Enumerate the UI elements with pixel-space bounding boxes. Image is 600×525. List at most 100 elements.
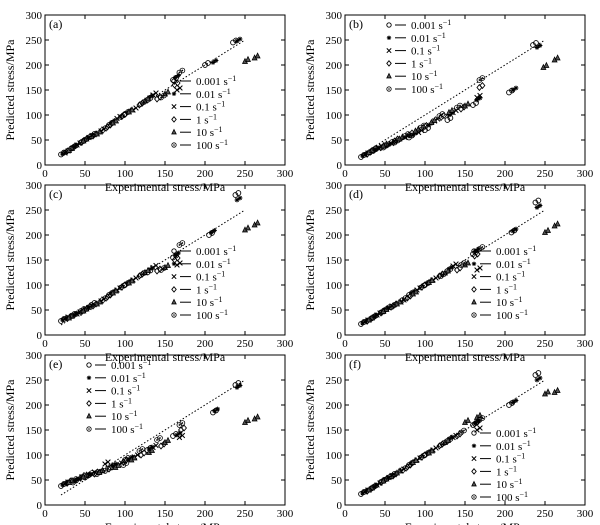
legend-rate: 0.001 xyxy=(196,76,221,88)
marker-star xyxy=(60,317,65,323)
marker-star xyxy=(213,58,219,63)
x-tick-label: 150 xyxy=(157,338,174,350)
marker-triangle xyxy=(471,480,477,487)
legend-exponent: −1 xyxy=(424,56,433,65)
panel-f: 0 50 100 150 200 250 300 0 50 100 150 200 250 300 (f) E… xyxy=(303,350,594,525)
panel-label: (c) xyxy=(49,187,62,201)
x-tick-label: 300 xyxy=(577,168,594,180)
marker-diamond xyxy=(474,418,481,426)
legend-marker xyxy=(471,312,477,318)
marker-circle xyxy=(509,87,515,94)
legend-label: 0.1 s−1 xyxy=(111,384,140,398)
legend-rate: 0.01 xyxy=(496,441,515,453)
data-point xyxy=(234,38,240,44)
series-triangle xyxy=(365,386,561,493)
legend-label: 0.1 s−1 xyxy=(196,100,225,114)
y-tick-label: 100 xyxy=(326,450,343,462)
legend-exponent: −1 xyxy=(124,396,133,405)
legend-marker xyxy=(86,362,92,368)
x-tick-label: 250 xyxy=(537,508,554,520)
legend-exponent: −1 xyxy=(443,18,452,27)
marker-hexagon-dot xyxy=(143,272,145,274)
data-point xyxy=(157,435,163,441)
marker-hexagon-outer xyxy=(139,446,146,452)
legend-exponent: −1 xyxy=(528,244,537,253)
legend-label: 100 s−1 xyxy=(196,138,228,152)
y-tick-label: 100 xyxy=(326,280,343,292)
x-tick-label: 100 xyxy=(417,508,434,520)
y-tick-label: 100 xyxy=(26,280,43,292)
data-point xyxy=(439,111,446,117)
marker-hexagon-outer xyxy=(373,312,379,319)
marker-diamond xyxy=(386,60,392,67)
data-point xyxy=(60,317,65,323)
data-point xyxy=(237,36,243,42)
legend-unit: s xyxy=(213,102,217,114)
y-tick-label: 150 xyxy=(26,85,43,97)
marker-hexagon-dot xyxy=(388,476,391,478)
marker-hexagon-dot xyxy=(460,431,462,434)
data-point xyxy=(479,244,486,250)
marker-triangle xyxy=(254,52,261,59)
marker-hexagon-dot xyxy=(478,419,481,421)
legend-label: 0.01 s−1 xyxy=(196,87,231,101)
legend-label: 1 s−1 xyxy=(196,282,217,296)
marker-hexagon-outer xyxy=(121,112,127,118)
marker-hexagon-outer xyxy=(457,102,463,109)
y-tick-label: 50 xyxy=(31,135,43,147)
marker-hexagon-dot xyxy=(85,308,88,310)
x-tick-label: 0 xyxy=(342,168,348,180)
legend-exponent: −1 xyxy=(137,371,146,380)
data-point xyxy=(474,250,481,258)
legend-exponent: −1 xyxy=(135,422,144,431)
legend-rate: 10 xyxy=(196,127,208,139)
marker-hexagon-dot xyxy=(88,136,91,138)
legend-marker xyxy=(86,426,92,432)
y-tick-label: 50 xyxy=(331,135,343,147)
legend-label: 10 s−1 xyxy=(496,477,523,491)
marker-circle xyxy=(535,370,542,376)
legend-label: 0.01 s−1 xyxy=(196,257,231,271)
legend-exponent: −1 xyxy=(143,358,152,367)
marker-hexagon-dot xyxy=(104,297,107,299)
legend-marker xyxy=(471,286,477,293)
legend-exponent: −1 xyxy=(129,409,138,418)
panel-label: (e) xyxy=(49,357,62,371)
marker-x xyxy=(474,94,480,101)
legend-exponent: −1 xyxy=(217,270,226,279)
marker-diamond xyxy=(471,468,477,475)
legend-entry: 0.001 s−1 xyxy=(171,244,236,258)
legend-rate: 10 xyxy=(196,297,208,309)
marker-star xyxy=(537,43,543,48)
marker-hexagon-dot xyxy=(473,314,475,316)
legend-entry: 0.01 s−1 xyxy=(471,257,531,271)
data-point xyxy=(474,418,481,426)
marker-diamond xyxy=(136,101,143,109)
marker-star xyxy=(210,60,216,65)
legend-unit: s xyxy=(128,386,132,398)
data-point xyxy=(450,263,456,269)
y-tick-label: 50 xyxy=(331,305,343,317)
x-tick-label: 100 xyxy=(117,168,134,180)
legend-entry: 1 s−1 xyxy=(171,112,217,126)
panel-label: (a) xyxy=(49,17,62,31)
legend-entry: 10 s−1 xyxy=(171,125,223,139)
legend-exponent: −1 xyxy=(435,82,444,91)
data-point xyxy=(474,267,480,273)
marker-hexagon-outer xyxy=(405,131,411,137)
marker-star xyxy=(174,432,180,438)
marker-star xyxy=(215,406,220,412)
legend-label: 0.01 s−1 xyxy=(111,371,146,385)
legend-unit: s xyxy=(518,441,522,453)
marker-star xyxy=(60,482,65,488)
marker-hexagon-outer xyxy=(402,465,409,471)
legend-unit: s xyxy=(504,284,508,296)
series-hexagon xyxy=(370,75,486,153)
marker-triangle xyxy=(171,298,177,305)
marker-hexagon-dot xyxy=(140,274,142,276)
marker-hexagon-dot xyxy=(104,470,106,472)
data-point xyxy=(444,436,452,443)
data-point xyxy=(105,466,111,472)
x-axis-label: Experimental stress/MPa xyxy=(405,520,526,525)
